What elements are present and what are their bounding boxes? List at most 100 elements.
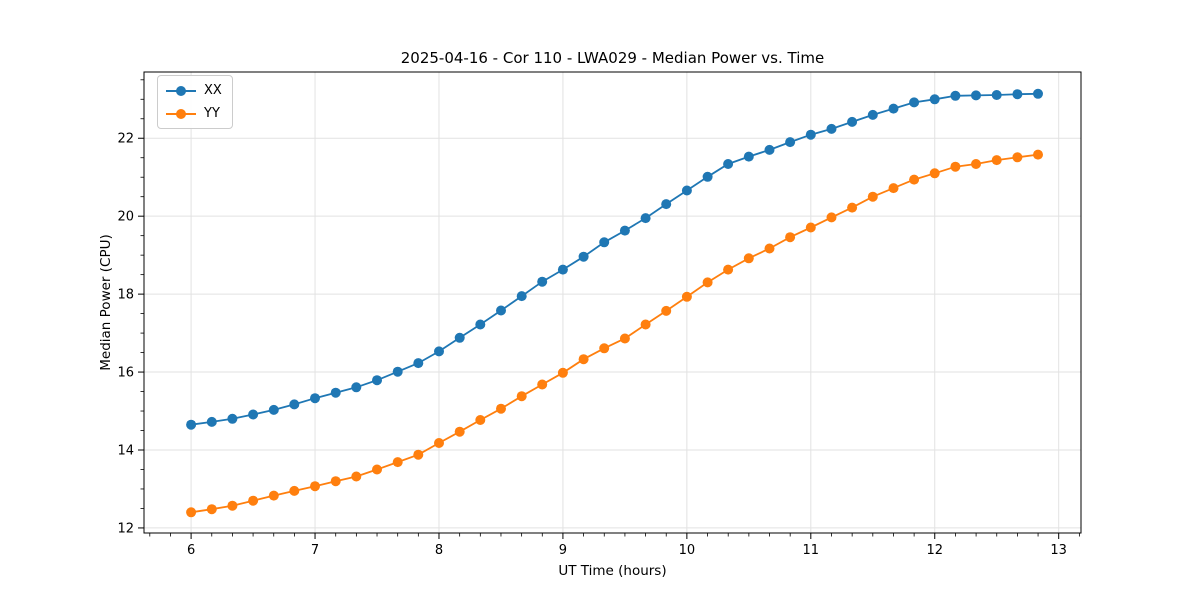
axes-layer: 6 7 8 9 10 11 12 13 12 14 16 18 20 22 (117, 71, 1082, 558)
series-marker-yy (557, 367, 568, 378)
series-marker-yy (743, 253, 754, 264)
series-marker-yy (1012, 152, 1023, 163)
y-tick-label: 14 (117, 443, 134, 458)
series-marker-xx (971, 90, 981, 101)
legend-label-yy: YY (204, 106, 220, 121)
y-axis-label: Median Power (CPU) (98, 234, 114, 370)
series-marker-yy (805, 222, 816, 233)
series-marker-xx (702, 171, 713, 182)
series-marker-xx (454, 332, 465, 343)
series-marker-yy (206, 504, 217, 515)
chart-title: 2025-04-16 - Cor 110 - LWA029 - Median P… (401, 49, 825, 67)
series-marker-yy (268, 490, 279, 501)
series-marker-yy (351, 471, 362, 482)
series-marker-xx (578, 251, 589, 262)
series-marker-yy (764, 243, 775, 254)
series-marker-xx (929, 94, 940, 105)
series-marker-yy (681, 291, 692, 302)
series-marker-xx (619, 225, 630, 236)
grid-layer (144, 72, 1081, 533)
series-marker-yy (578, 354, 589, 365)
series-line-xx (190, 92, 1039, 426)
series-marker-yy (909, 174, 920, 185)
series-marker-yy (929, 168, 940, 179)
series-marker-yy (702, 277, 713, 288)
series-marker-xx (186, 419, 197, 430)
series-layer (186, 88, 1043, 518)
series-marker-yy (847, 202, 858, 213)
series-marker-xx (516, 291, 527, 302)
plot-frame (143, 71, 1082, 534)
x-tick-label: 7 (311, 543, 319, 558)
series-marker-xx (640, 213, 651, 224)
series-marker-yy (599, 343, 610, 354)
series-marker-xx (681, 185, 692, 196)
series-marker-yy (516, 391, 527, 402)
series-marker-yy (372, 464, 382, 475)
x-tick-label: 10 (679, 543, 696, 558)
series-marker-xx (599, 237, 610, 248)
series-marker-xx (475, 319, 486, 330)
series-marker-yy (392, 457, 403, 468)
series-line-yy (190, 153, 1039, 514)
series-marker-xx (496, 305, 506, 316)
x-tick-label: 8 (435, 543, 443, 558)
series-marker-xx (248, 409, 259, 420)
series-marker-yy (723, 264, 734, 275)
yy-series-swatch-icon (166, 108, 196, 119)
series-marker-yy (454, 426, 465, 437)
series-marker-yy (413, 449, 424, 460)
y-tick-label: 18 (117, 288, 134, 303)
series-marker-xx (434, 346, 444, 357)
series-marker-xx (310, 393, 320, 404)
series-marker-yy (661, 305, 672, 316)
y-tick-label: 16 (117, 366, 134, 381)
legend-label-xx: XX (204, 83, 222, 98)
series-marker-yy (971, 159, 981, 169)
y-tick-label: 22 (117, 132, 134, 147)
series-marker-xx (723, 159, 734, 169)
series-marker-yy (1033, 149, 1043, 160)
xx-series-swatch-icon (166, 85, 196, 96)
series-marker-xx (950, 90, 961, 101)
x-tick-label: 12 (926, 543, 943, 558)
legend: XX YY (157, 75, 233, 129)
series-marker-yy (227, 500, 238, 511)
x-tick-label: 11 (803, 543, 820, 558)
y-tick-label: 20 (117, 210, 134, 225)
series-marker-yy (619, 333, 630, 344)
series-marker-yy (496, 403, 506, 414)
series-marker-yy (867, 191, 878, 202)
series-marker-xx (537, 276, 548, 287)
series-marker-xx (661, 199, 672, 210)
series-marker-xx (289, 399, 300, 410)
series-marker-xx (991, 90, 1002, 100)
series-marker-yy (289, 485, 300, 496)
series-marker-yy (826, 212, 837, 223)
series-marker-xx (413, 358, 424, 369)
series-marker-xx (268, 404, 279, 415)
series-marker-xx (909, 97, 920, 108)
y-tick-label: 12 (117, 521, 134, 536)
series-marker-yy (248, 495, 259, 506)
series-marker-xx (867, 109, 878, 120)
x-tick-label: 6 (187, 543, 195, 558)
series-marker-yy (434, 438, 444, 448)
series-marker-xx (888, 103, 899, 114)
series-marker-yy (785, 232, 796, 243)
series-marker-xx (330, 387, 341, 398)
legend-entry-xx: XX (165, 81, 222, 100)
series-marker-yy (640, 319, 651, 330)
series-marker-xx (372, 375, 382, 386)
series-marker-xx (764, 144, 775, 155)
series-marker-yy (310, 481, 320, 492)
series-marker-xx (351, 382, 362, 393)
series-marker-xx (206, 416, 217, 427)
series-marker-yy (330, 476, 341, 487)
series-marker-xx (847, 116, 858, 127)
series-marker-xx (785, 137, 796, 148)
series-marker-yy (186, 507, 197, 518)
series-marker-yy (475, 415, 486, 425)
